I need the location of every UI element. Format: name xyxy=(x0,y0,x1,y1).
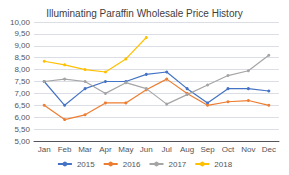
svg-text:Oct: Oct xyxy=(222,145,235,154)
svg-text:6,00: 6,00 xyxy=(14,113,30,122)
svg-text:9,00: 9,00 xyxy=(14,41,30,50)
svg-text:7,50: 7,50 xyxy=(14,77,30,86)
svg-text:Sep: Sep xyxy=(200,145,215,154)
svg-text:Mar: Mar xyxy=(78,145,92,154)
svg-text:Aug: Aug xyxy=(180,145,194,154)
svg-text:9,50: 9,50 xyxy=(14,29,30,38)
svg-text:7,00: 7,00 xyxy=(14,89,30,98)
svg-text:5,00: 5,00 xyxy=(14,137,30,146)
svg-text:Illuminating Paraffin Wholesal: Illuminating Paraffin Wholesale Price Hi… xyxy=(46,8,243,19)
svg-text:Jun: Jun xyxy=(140,145,153,154)
svg-text:2015: 2015 xyxy=(77,160,95,169)
svg-text:6,50: 6,50 xyxy=(14,101,30,110)
svg-text:Nov: Nov xyxy=(241,145,255,154)
svg-text:Apr: Apr xyxy=(99,145,112,154)
svg-text:Feb: Feb xyxy=(58,145,72,154)
svg-text:2017: 2017 xyxy=(169,160,187,169)
svg-text:8,50: 8,50 xyxy=(14,53,30,62)
svg-text:8,00: 8,00 xyxy=(14,65,30,74)
svg-text:Dec: Dec xyxy=(262,145,276,154)
svg-text:2018: 2018 xyxy=(214,160,232,169)
svg-text:Jan: Jan xyxy=(38,145,51,154)
svg-text:Jul: Jul xyxy=(162,145,172,154)
svg-text:May: May xyxy=(118,145,133,154)
svg-text:2016: 2016 xyxy=(123,160,141,169)
svg-text:5,50: 5,50 xyxy=(14,125,30,134)
svg-text:10,00: 10,00 xyxy=(10,18,31,27)
